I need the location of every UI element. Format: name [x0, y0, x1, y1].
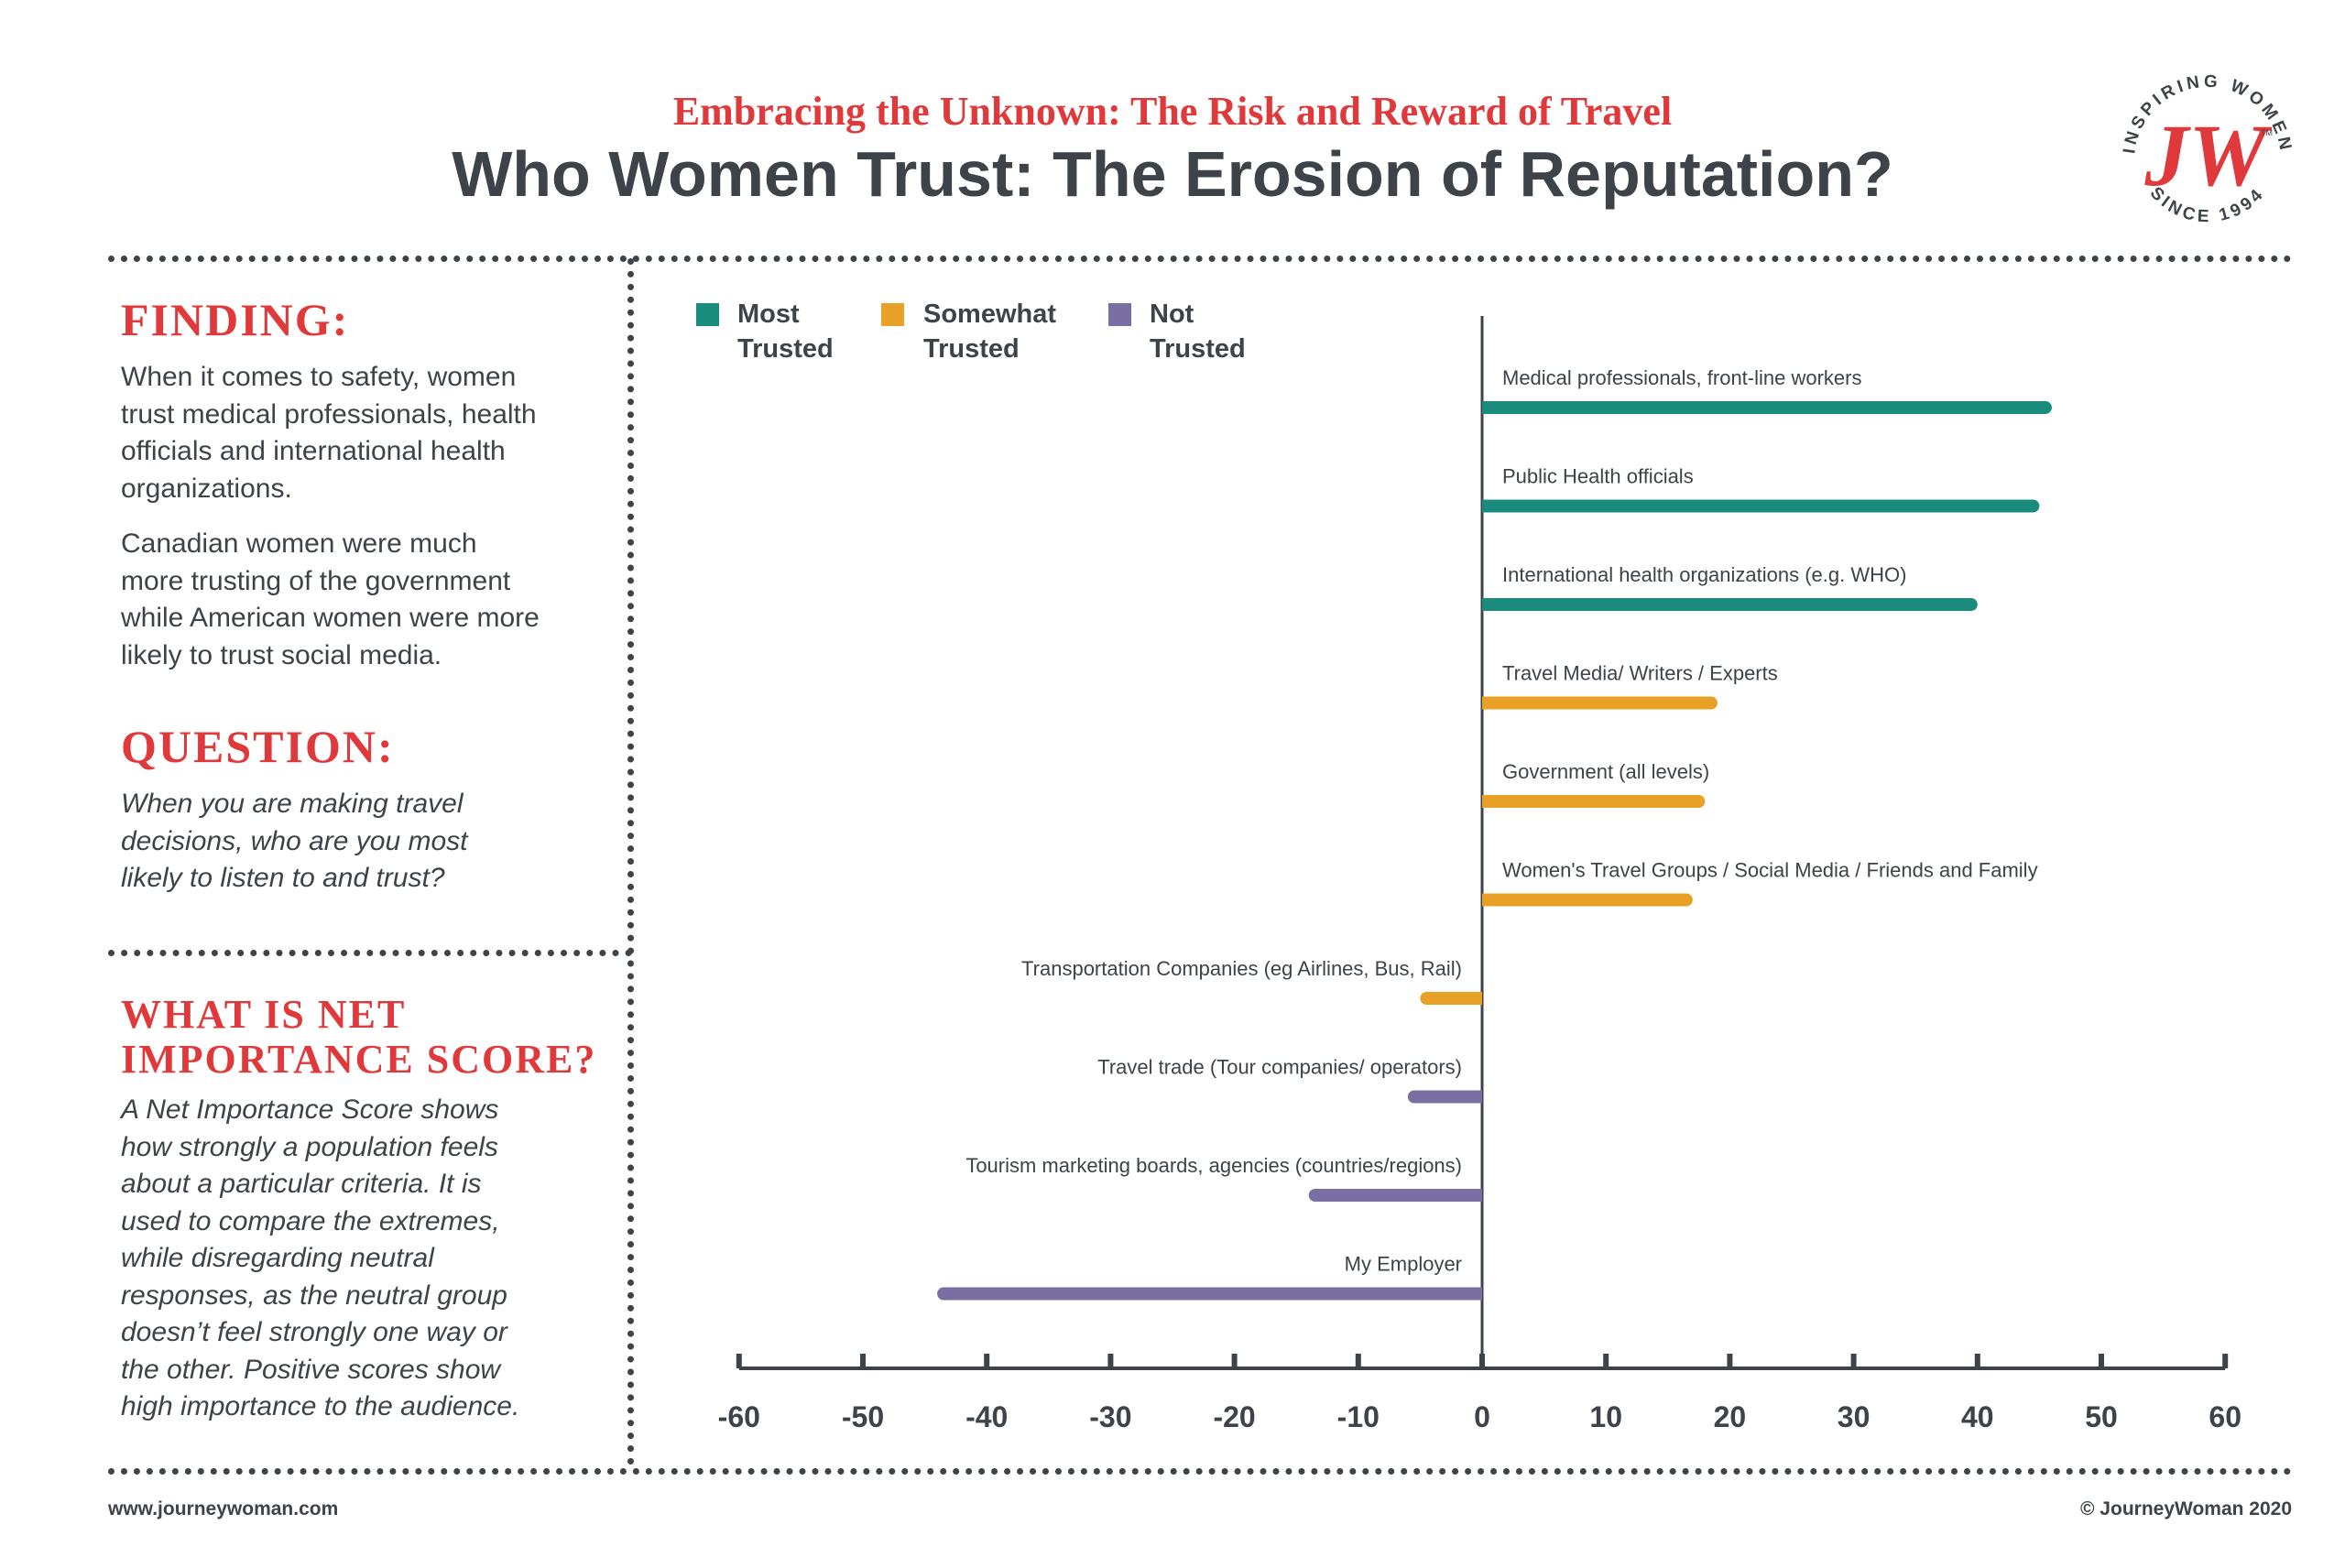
bar: [1482, 598, 1978, 611]
bar-base: [1482, 795, 1495, 808]
footer-copyright: © JourneyWoman 2020: [2080, 1498, 2292, 1519]
x-tick-label: 40: [1961, 1400, 1994, 1433]
subtitle: Embracing the Unknown: The Risk and Rewa…: [672, 89, 1673, 134]
legend-label-not-trusted: Not Trusted: [1150, 299, 1246, 364]
bar-base: [1482, 893, 1495, 907]
journeywoman-logo: INSPIRING WOMEN SINCE 1994 JW TM: [2120, 72, 2292, 227]
bar-base: [1482, 696, 1495, 710]
category-label: Government (all levels): [1502, 760, 1709, 783]
x-tick-label: -40: [965, 1400, 1008, 1433]
x-tick-label: -10: [1337, 1400, 1380, 1433]
bar: [1482, 499, 2040, 513]
vertical-divider: [627, 258, 634, 1465]
bar: [1308, 1189, 1482, 1202]
x-tick-label: 10: [1589, 1400, 1622, 1433]
nis-heading-line-1: WHAT IS NET: [121, 992, 407, 1037]
x-tick-label: 60: [2209, 1400, 2241, 1433]
finding-paragraph-2: Canadian women were much more trusting o…: [121, 528, 540, 670]
question-heading: QUESTION:: [121, 721, 395, 772]
x-tick-label: -60: [718, 1400, 760, 1433]
bar-base: [1469, 1287, 1482, 1301]
logo-trademark: TM: [2261, 128, 2273, 137]
category-label: Travel Media/ Writers / Experts: [1502, 662, 1778, 685]
x-tick-label: 50: [2085, 1400, 2118, 1433]
x-tick-label: 30: [1838, 1400, 1871, 1433]
bar: [1420, 992, 1482, 1005]
nis-text: A Net Importance Score shows how strongl…: [121, 1094, 520, 1421]
category-label: Women's Travel Groups / Social Media / F…: [1502, 859, 2038, 882]
bar: [937, 1287, 1482, 1301]
category-label: My Employer: [1345, 1253, 1462, 1276]
bar-base: [1482, 598, 1495, 611]
legend-swatch-most-trusted: [696, 303, 719, 326]
bottom-divider: [108, 1468, 2292, 1475]
finding-text: When it comes to safety, women trust med…: [121, 359, 542, 692]
category-label: Travel trade (Tour companies/ operators): [1097, 1056, 1462, 1079]
category-label: Public Health officials: [1502, 465, 1694, 488]
nis-heading-line-2: IMPORTANCE SCORE?: [121, 1037, 597, 1082]
legend-label-most-trusted: Most Trusted: [737, 299, 834, 364]
x-tick-label: -20: [1213, 1400, 1255, 1433]
bar-base: [1469, 1189, 1482, 1202]
legend-swatch-somewhat-trusted: [881, 303, 904, 326]
left-mid-divider: [108, 950, 632, 956]
top-divider: [108, 256, 2292, 262]
bar-base: [1482, 401, 1495, 414]
bar: [1482, 696, 1718, 710]
bar-base: [1469, 992, 1482, 1005]
bar: [1407, 1090, 1482, 1104]
category-label: International health organizations (e.g.…: [1502, 563, 1906, 586]
category-label: Tourism marketing boards, agencies (coun…: [965, 1154, 1462, 1177]
bar-base: [1469, 1090, 1482, 1104]
bar: [1482, 795, 1706, 808]
page-title: Who Women Trust: The Erosion of Reputati…: [452, 138, 1893, 210]
question-text: When you are making travel decisions, wh…: [121, 789, 468, 893]
category-label: Transportation Companies (eg Airlines, B…: [1021, 957, 1462, 980]
x-tick-label: 20: [1714, 1400, 1747, 1433]
finding-heading: FINDING:: [121, 294, 350, 345]
bar: [1482, 401, 2052, 414]
x-tick-label: -50: [842, 1400, 884, 1433]
nis-heading: WHAT IS NET IMPORTANCE SCORE?: [121, 992, 596, 1082]
logo-monogram: JW: [2143, 106, 2272, 204]
x-tick-label: 0: [1474, 1400, 1490, 1433]
x-tick-label: -30: [1089, 1400, 1131, 1433]
category-label: Medical professionals, front-line worker…: [1502, 366, 1862, 389]
legend-swatch-not-trusted: [1108, 303, 1131, 326]
bar-base: [1482, 499, 1495, 513]
finding-paragraph-1: When it comes to safety, women trust med…: [121, 362, 537, 504]
footer-website[interactable]: www.journeywoman.com: [108, 1498, 339, 1519]
legend-label-somewhat-trusted: Somewhat Trusted: [923, 299, 1057, 364]
bar: [1482, 893, 1693, 907]
